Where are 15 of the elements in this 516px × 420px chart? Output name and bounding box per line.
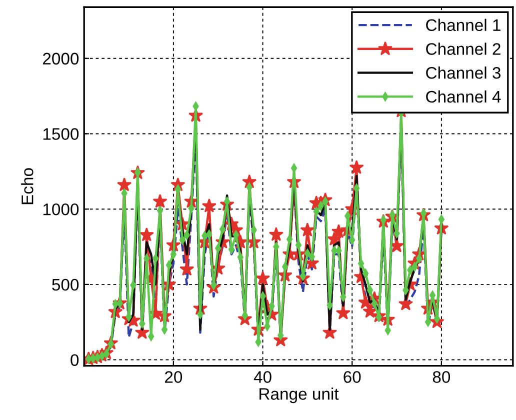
legend-label: Channel 1 [426,18,500,32]
legend-label: Channel 3 [426,66,501,79]
x-tick-label: 20 [165,371,182,383]
x-tick-label: 40 [254,371,272,383]
x-tick-label: 60 [344,371,361,383]
y-tick-label: 2000 [43,52,79,65]
y-tick-label: 0 [70,354,79,366]
legend-label: Channel 4 [426,90,501,103]
x-tick-label: 80 [432,371,450,383]
x-axis-title: Range unit [260,388,339,404]
y-tick-label: 1500 [43,128,79,140]
y-axis-title: Echo [21,168,34,204]
legend-label: Channel 2 [426,42,500,55]
y-tick-label: 1000 [43,203,79,216]
y-tick-label: 500 [52,278,79,291]
